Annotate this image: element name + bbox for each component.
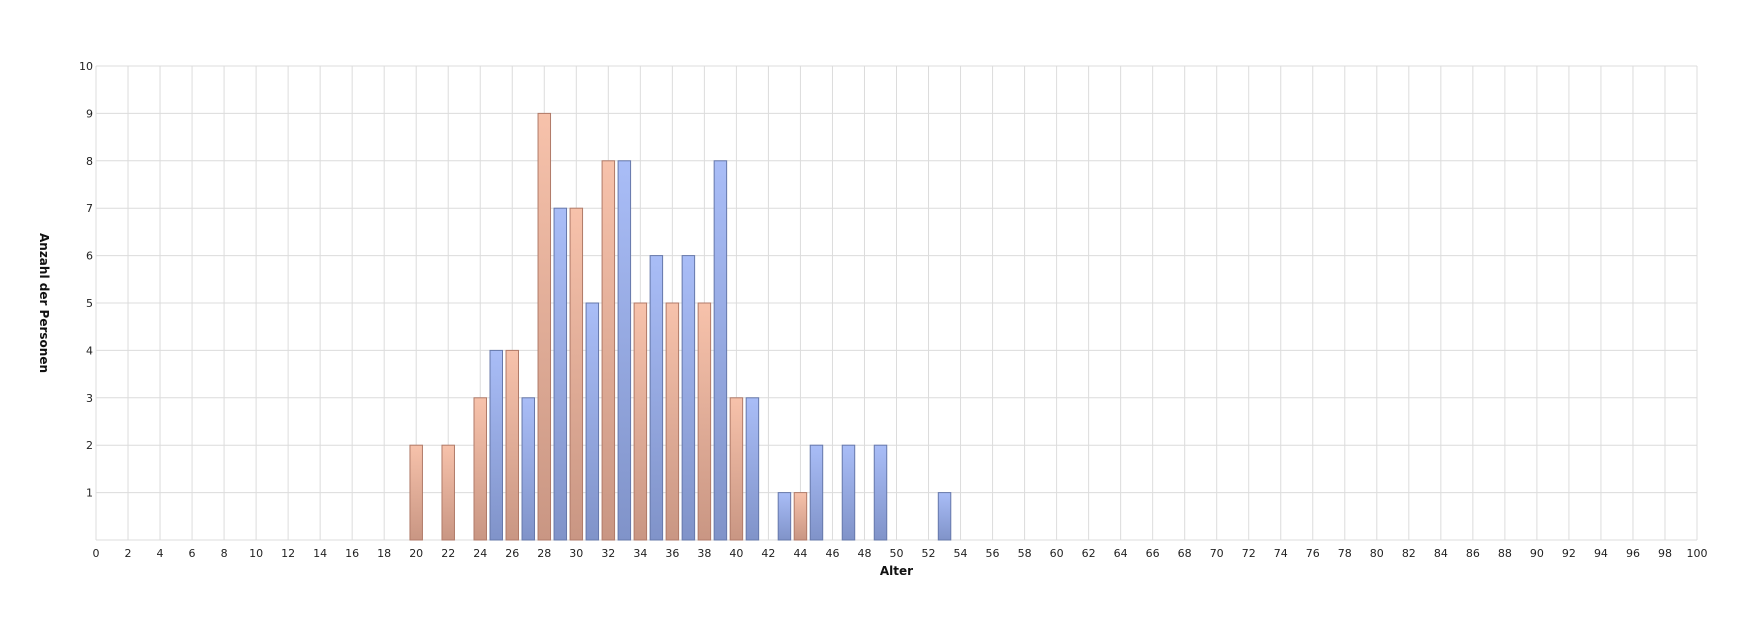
y-tick-label: 5 (86, 297, 93, 310)
bar-series-2 (681, 255, 696, 541)
x-tick-label: 46 (825, 547, 839, 560)
bar-series-2 (841, 444, 856, 541)
y-tick-label: 1 (86, 487, 93, 500)
x-tick-label: 10 (249, 547, 263, 560)
x-tick-label: 90 (1530, 547, 1544, 560)
x-tick-label: 58 (1018, 547, 1032, 560)
x-tick-label: 70 (1210, 547, 1224, 560)
x-tick-label: 44 (793, 547, 807, 560)
bar-series-1 (505, 349, 520, 541)
y-tick-label: 8 (86, 155, 93, 168)
bar-series-1 (409, 444, 423, 541)
x-tick-label: 76 (1306, 547, 1320, 560)
x-tick-label: 82 (1402, 547, 1416, 560)
x-tick-label: 60 (1050, 547, 1064, 560)
x-tick-label: 64 (1114, 547, 1128, 560)
y-axis-title: Anzahl der Personen (37, 233, 51, 373)
bar-series-1 (473, 397, 487, 541)
bar-series-1 (633, 302, 648, 541)
x-tick-label: 4 (157, 547, 164, 560)
x-axis-title: Alter (880, 564, 913, 578)
x-tick-label: 20 (409, 547, 423, 560)
x-tick-label: 94 (1594, 547, 1608, 560)
bar-series-1 (601, 160, 616, 541)
y-tick-label: 6 (86, 250, 93, 263)
grid (95, 65, 1698, 541)
x-tick-label: 52 (922, 547, 936, 560)
x-tick-label: 100 (1687, 547, 1708, 560)
x-tick-label: 78 (1338, 547, 1352, 560)
bar-series-1 (665, 302, 680, 541)
x-tick-label: 28 (537, 547, 551, 560)
x-tick-label: 30 (569, 547, 583, 560)
tick-labels: 0 2 4 6 8 10 12 14 16 18 20 22 24 26 28 30 32 34 36 38 40 42 4… (79, 60, 1708, 560)
x-tick-label: 24 (473, 547, 487, 560)
x-tick-label: 48 (857, 547, 871, 560)
bar-series-2 (873, 444, 888, 541)
x-tick-label: 66 (1146, 547, 1160, 560)
bar-series-1 (537, 112, 552, 541)
bar-series-2 (521, 397, 536, 541)
bar-series-2 (745, 397, 760, 541)
x-tick-label: 0 (93, 547, 100, 560)
x-tick-label: 86 (1466, 547, 1480, 560)
x-tick-label: 8 (221, 547, 228, 560)
bars (409, 112, 952, 541)
x-tick-label: 22 (441, 547, 455, 560)
x-tick-label: 74 (1274, 547, 1288, 560)
x-tick-label: 56 (986, 547, 1000, 560)
bar-series-1 (441, 444, 455, 541)
y-tick-label: 3 (86, 392, 93, 405)
x-tick-label: 42 (761, 547, 775, 560)
bar-series-2 (937, 492, 952, 541)
x-tick-label: 34 (633, 547, 647, 560)
bar-series-1 (729, 397, 744, 541)
bar-series-2 (713, 160, 728, 541)
y-tick-label: 10 (79, 60, 93, 73)
bar-series-2 (777, 492, 792, 541)
x-tick-label: 40 (729, 547, 743, 560)
x-tick-label: 26 (505, 547, 519, 560)
bar-series-1 (569, 207, 584, 541)
x-tick-label: 32 (601, 547, 615, 560)
y-tick-label: 7 (86, 202, 93, 215)
x-tick-label: 54 (954, 547, 968, 560)
x-tick-label: 62 (1082, 547, 1096, 560)
x-tick-label: 72 (1242, 547, 1256, 560)
x-tick-label: 6 (189, 547, 196, 560)
x-tick-label: 14 (313, 547, 327, 560)
x-tick-label: 98 (1658, 547, 1672, 560)
bar-series-2 (649, 255, 664, 541)
x-tick-label: 96 (1626, 547, 1640, 560)
x-tick-label: 2 (125, 547, 132, 560)
bar-series-2 (489, 349, 504, 541)
x-tick-label: 18 (377, 547, 391, 560)
bar-series-2 (585, 302, 600, 541)
bar-series-2 (617, 160, 632, 541)
x-tick-label: 92 (1562, 547, 1576, 560)
x-tick-label: 50 (890, 547, 904, 560)
y-tick-label: 2 (86, 439, 93, 452)
y-tick-label: 9 (86, 107, 93, 120)
bar-series-2 (809, 444, 824, 541)
x-tick-label: 84 (1434, 547, 1448, 560)
x-tick-label: 12 (281, 547, 295, 560)
bar-series-1 (793, 492, 808, 541)
x-tick-label: 16 (345, 547, 359, 560)
x-tick-label: 38 (697, 547, 711, 560)
bar-series-1 (697, 302, 712, 541)
x-tick-label: 68 (1178, 547, 1192, 560)
bar-series-2 (553, 207, 568, 541)
y-tick-label: 4 (86, 344, 93, 357)
x-tick-label: 36 (665, 547, 679, 560)
x-tick-label: 80 (1370, 547, 1384, 560)
x-tick-label: 88 (1498, 547, 1512, 560)
